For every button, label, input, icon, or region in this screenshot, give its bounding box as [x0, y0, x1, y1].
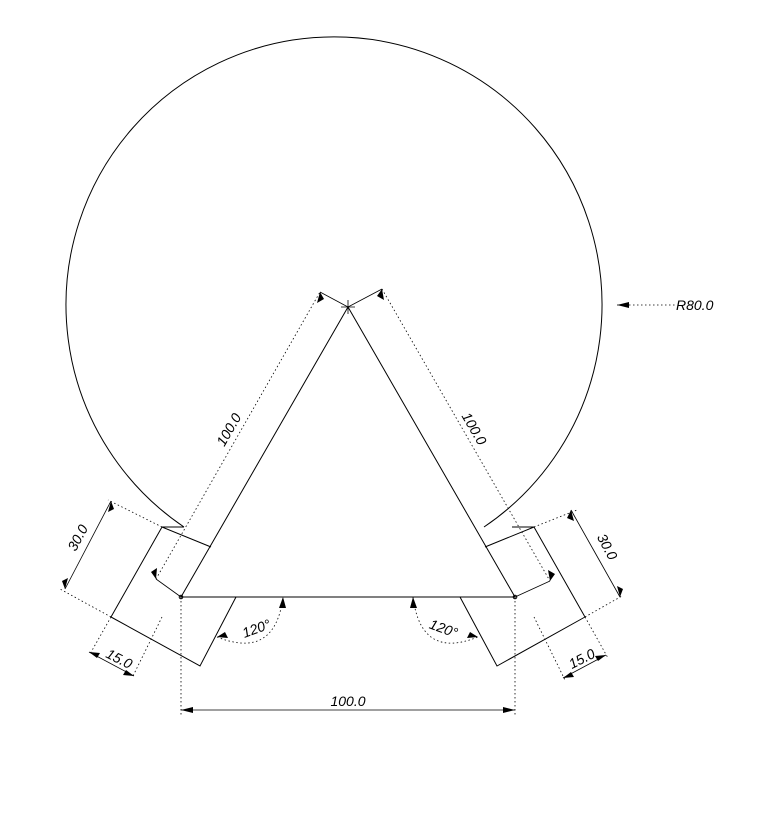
left-angle-arrow-1	[279, 597, 286, 608]
right-slot-width-arrow-1	[595, 655, 606, 661]
right-side-label: 100.0	[459, 409, 490, 448]
right-slot-width-arrow-2	[563, 672, 574, 678]
left-side-ext	[155, 291, 349, 598]
left-slot-width-arrow-1	[89, 652, 100, 658]
outer-arc	[65, 36, 603, 528]
base-arrow-left	[181, 707, 193, 713]
left-vertex-dot	[178, 594, 184, 600]
right-slot-width-ext-1	[533, 616, 566, 681]
left-slot-length-arrow-1	[108, 501, 114, 512]
triangle	[180, 305, 516, 598]
right-angle-arc	[412, 596, 479, 644]
right-side-dim-line	[381, 288, 551, 582]
right-side-arrow-bottom	[548, 570, 555, 581]
base-arrow-right	[503, 707, 515, 713]
left-slot-width-arrow-2	[123, 670, 134, 676]
base-label: 100.0	[330, 693, 365, 709]
radius-arrow	[617, 302, 629, 308]
left-slot-length-dim-line	[64, 500, 112, 590]
right-angle-arrow-1	[410, 597, 417, 608]
right-slot-length-arrow-2	[617, 586, 623, 597]
right-slot-length-ext-2	[584, 595, 623, 618]
left-side-label: 100.0	[213, 410, 244, 449]
right-side-arrow-top	[377, 289, 384, 300]
right-angle-label: 120°	[427, 616, 460, 641]
radius-label: R80.0	[676, 297, 714, 313]
right-slot-length-dim-line	[570, 509, 621, 598]
left-slot-length-arrow-2	[62, 578, 68, 589]
right-side-ext	[347, 288, 551, 598]
right-vertex-dot	[512, 594, 518, 600]
left-angle-arrow-2	[217, 632, 228, 638]
right-angle-arrow-2	[467, 632, 478, 638]
left-side-arrow-top	[317, 292, 324, 303]
left-side-arrow-bottom	[151, 568, 157, 579]
left-angle-label: 120°	[240, 616, 273, 641]
left-slot-length-ext-2	[59, 588, 112, 618]
left-slot-width-ext-2	[89, 616, 112, 655]
left-side-dim-line	[155, 291, 321, 580]
left-slot-length-label: 30.0	[64, 522, 91, 554]
left-angle-arc	[216, 596, 284, 644]
right-slot-length-arrow-1	[567, 510, 574, 521]
left-slot-width-ext-1	[132, 616, 163, 677]
